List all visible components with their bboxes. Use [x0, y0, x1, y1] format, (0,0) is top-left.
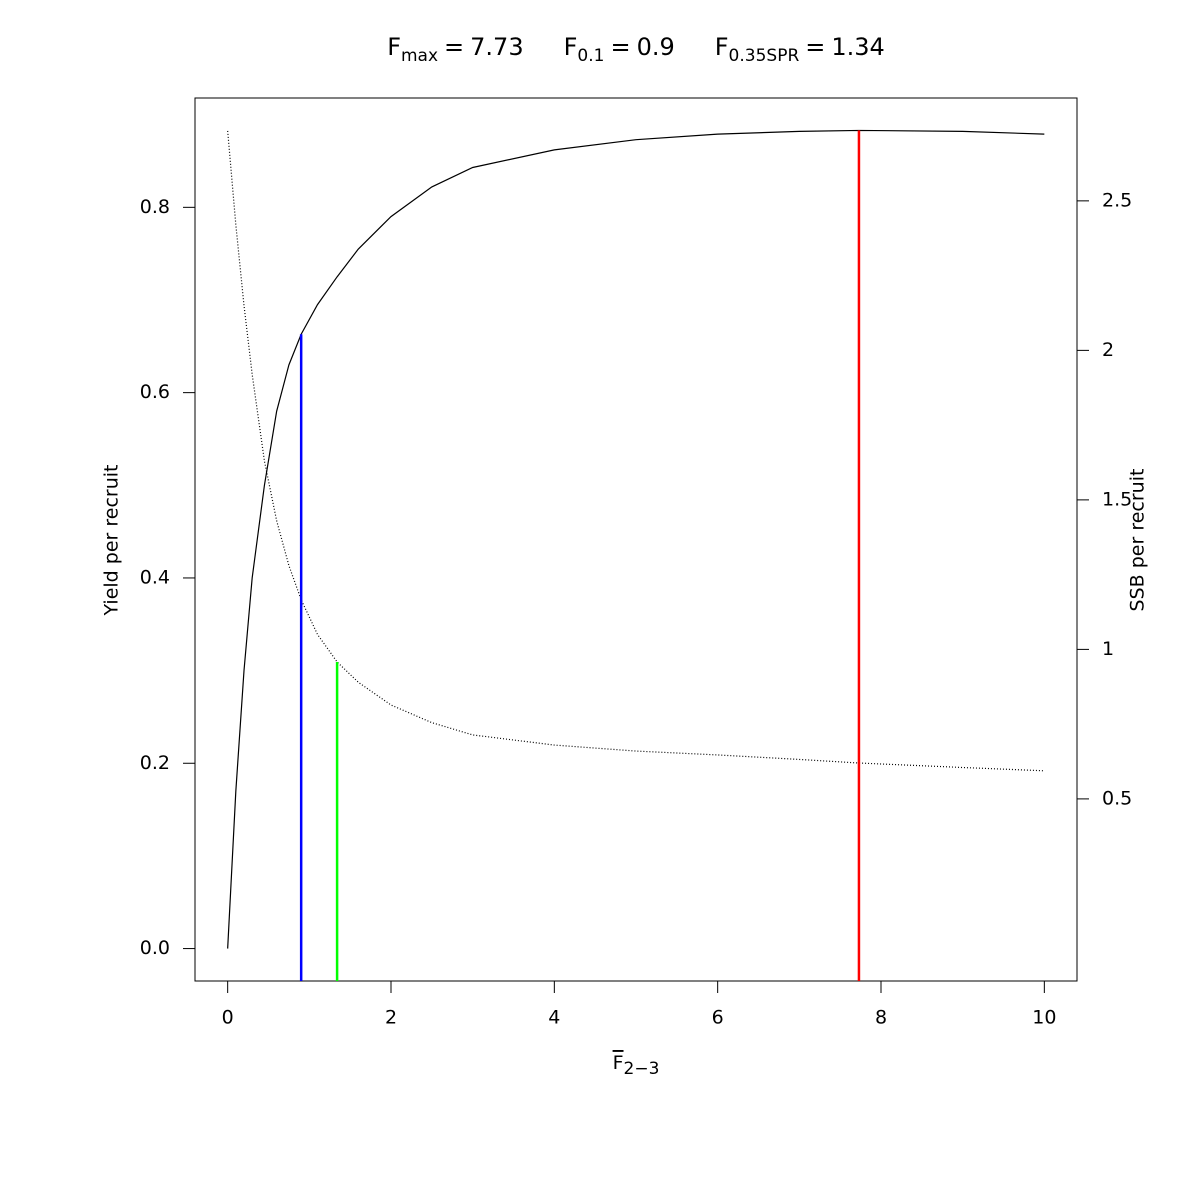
- title-relation: =: [610, 33, 630, 61]
- y-axis-label: Yield per recruit: [101, 465, 123, 617]
- title-symbol: F: [715, 33, 729, 61]
- y2-tick-label: 0.5: [1102, 787, 1132, 809]
- y-tick-label: 0.0: [140, 937, 170, 959]
- x-tick-label: 6: [712, 1007, 724, 1029]
- x-tick-label: 4: [548, 1007, 560, 1029]
- x-label-subscript: 2−3: [624, 1059, 660, 1079]
- x-label-symbol: F: [613, 1052, 624, 1074]
- y2-tick-label: 2: [1102, 339, 1114, 361]
- y2-tick-label: 2.5: [1102, 189, 1132, 211]
- y2-tick-label: 1: [1102, 638, 1114, 660]
- x-tick-label: 2: [385, 1007, 397, 1029]
- title-value: 1.34: [831, 33, 884, 61]
- y2-tick-label: 1.5: [1102, 488, 1132, 510]
- title-relation: =: [444, 33, 464, 61]
- title-subscript: 0.35SPR: [729, 46, 800, 66]
- title-symbol: F: [387, 33, 401, 61]
- y2-axis-label: SSB per recruit: [1127, 469, 1149, 612]
- y-tick-label: 0.4: [140, 566, 170, 588]
- x-axis-label: F2−3: [613, 1052, 660, 1080]
- x-tick-label: 10: [1032, 1007, 1056, 1029]
- curve: [227, 130, 1045, 772]
- title-relation: =: [805, 33, 825, 61]
- curve: [227, 129, 1045, 949]
- title-subscript: max: [401, 46, 438, 66]
- y-tick-label: 0.6: [140, 381, 170, 403]
- title-symbol: F: [564, 33, 578, 61]
- title-value: 0.9: [637, 33, 675, 61]
- y-tick-label: 0.2: [140, 752, 170, 774]
- x-tick-label: 0: [222, 1007, 234, 1029]
- chart-title: Fmax = 7.73 F0.1 = 0.9 F0.35SPR = 1.34: [387, 33, 885, 66]
- x-tick-label: 8: [875, 1007, 887, 1029]
- y-tick-label: 0.8: [140, 196, 170, 218]
- plot-box: [194, 97, 1078, 982]
- title-value: 7.73: [470, 33, 523, 61]
- title-subscript: 0.1: [577, 46, 604, 66]
